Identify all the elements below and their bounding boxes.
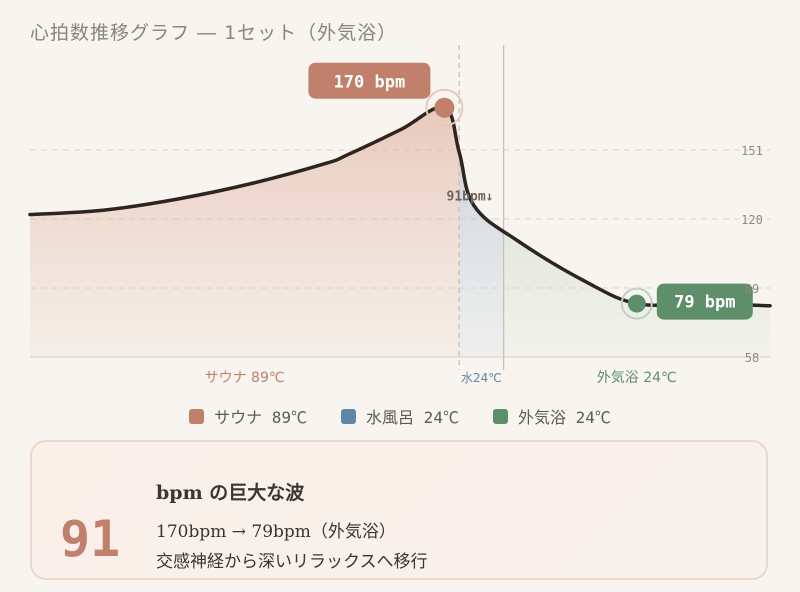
legend-swatch-outdoor-rest <box>492 408 508 424</box>
legend-label-cold-bath: 水風呂 24℃ <box>366 408 459 427</box>
y-tick-label: 151 <box>741 144 763 158</box>
peak-halo <box>425 88 464 127</box>
low-halo <box>620 287 653 320</box>
legend-swatch-cold-bath <box>341 408 357 424</box>
legend-item-sauna: サウナ 89℃ <box>189 404 307 428</box>
summary-line-1: 170bpm → 79bpm（外気浴） <box>156 522 396 542</box>
summary-text: bpm の巨大な波 170bpm → 79bpm（外気浴） 交感神経から深いリラ… <box>156 478 428 577</box>
phase-area-sauna <box>30 107 460 357</box>
heart-rate-chart: 151 120 89 58 サウナ 89℃ 水24℃ 外気浴 24℃ 170 bpm 91bpm… <box>28 45 772 386</box>
phase-label-cold-bath: 水24℃ <box>461 371 502 385</box>
drop-label: 91bpm↓ <box>447 190 494 205</box>
legend-item-outdoor-rest: 外気浴 24℃ <box>492 404 611 428</box>
low-label: 79 bpm <box>674 293 735 313</box>
peak-badge <box>308 62 431 99</box>
phase-label-outdoor-rest: 外気浴 24℃ <box>597 370 677 386</box>
low-badge <box>656 283 753 320</box>
summary-big-value: 91 <box>60 510 121 568</box>
summary-card: 91 bpm の巨大な波 170bpm → 79bpm（外気浴） 交感神経から深… <box>30 440 768 580</box>
summary-line-2: 交感神経から深いリラックスへ移行 <box>156 552 428 572</box>
legend-label-sauna: サウナ 89℃ <box>214 408 308 427</box>
peak-point <box>434 97 455 118</box>
phase-label-sauna: サウナ 89℃ <box>205 370 285 386</box>
legend-swatch-sauna <box>189 408 205 424</box>
phase-area-cold-bath <box>459 152 504 357</box>
chart-legend: サウナ 89℃ 水風呂 24℃ 外気浴 24℃ <box>0 404 800 428</box>
y-tick-label: 58 <box>745 351 759 365</box>
legend-label-outdoor-rest: 外気浴 24℃ <box>517 408 611 427</box>
chart-title: 心拍数推移グラフ ― 1セット（外気浴） <box>30 22 398 44</box>
low-point <box>627 294 646 313</box>
phase-area-outdoor-rest <box>503 231 770 357</box>
summary-heading: bpm の巨大な波 <box>156 482 305 504</box>
y-tick-label: 120 <box>741 213 763 227</box>
legend-item-cold-bath: 水風呂 24℃ <box>341 404 459 428</box>
peak-label: 170 bpm <box>334 73 406 93</box>
y-tick-label: 89 <box>745 282 759 296</box>
